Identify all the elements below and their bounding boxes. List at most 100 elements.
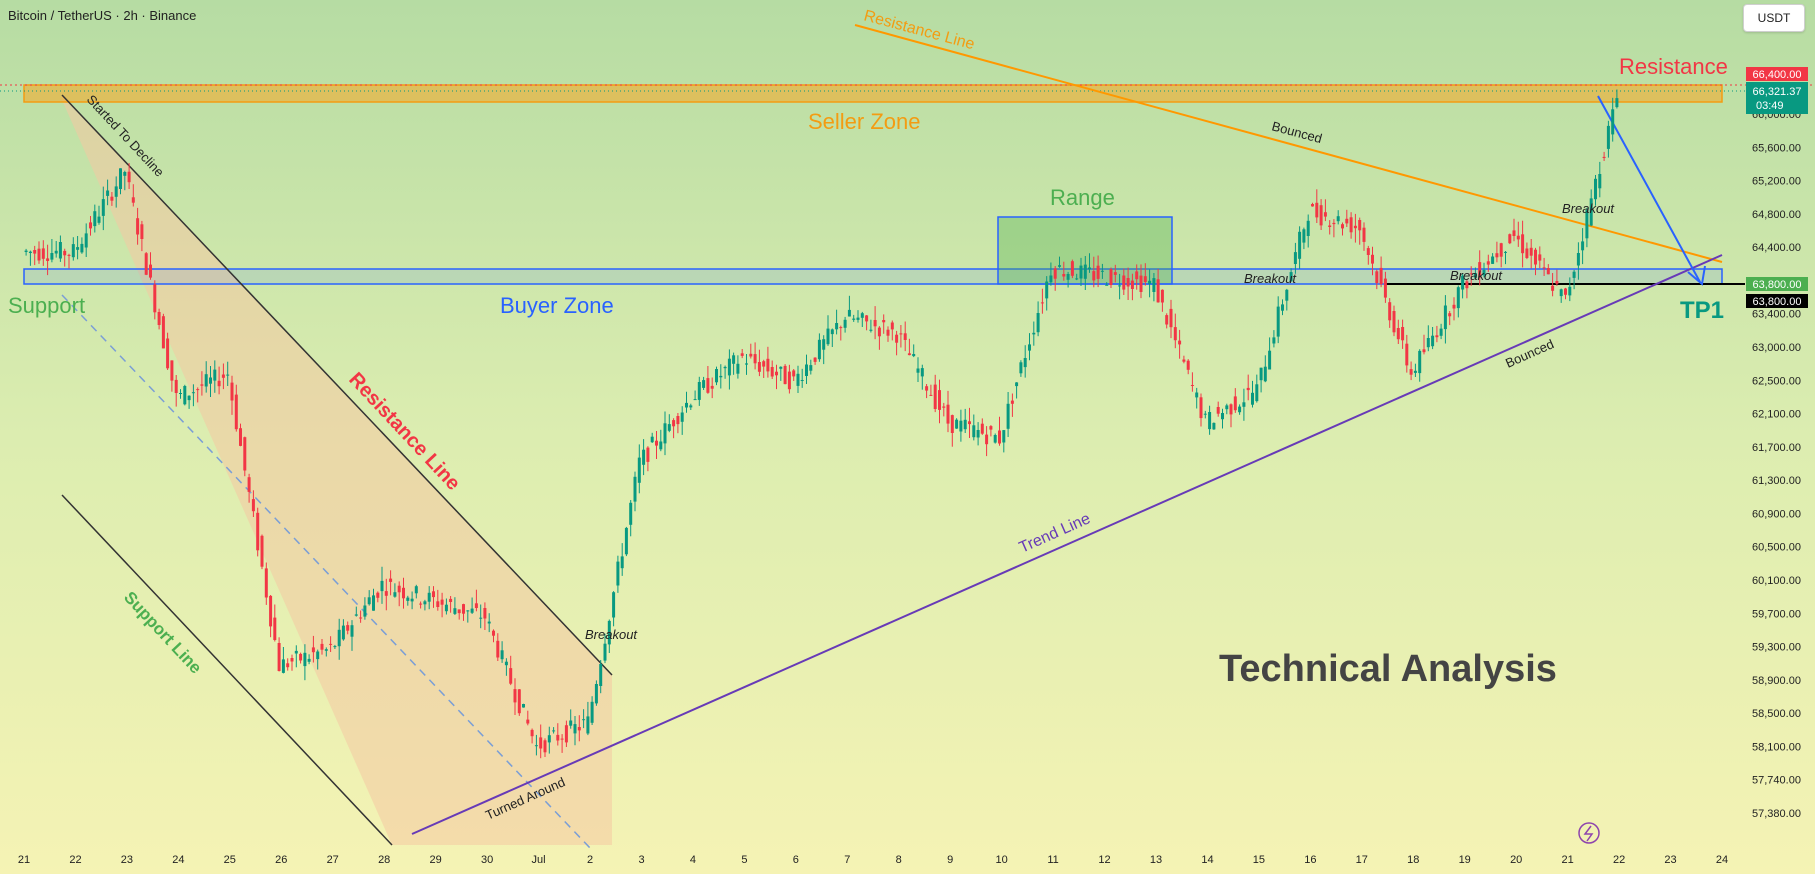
- candle-body: [1113, 272, 1117, 275]
- price-tick-label: 65,200.00: [1752, 176, 1801, 188]
- candle-body: [1336, 216, 1340, 222]
- candle-body: [933, 384, 937, 409]
- candle-body: [67, 254, 71, 256]
- breakout-label-2: Breakout: [1244, 271, 1297, 286]
- lightning-icon[interactable]: [1578, 822, 1600, 844]
- channel-mid-line: [61, 294, 591, 849]
- price-tick-label: 58,500.00: [1752, 708, 1801, 720]
- tp1-price-label: 63,800.00: [1753, 296, 1802, 308]
- candle-body: [843, 319, 847, 328]
- candle-body: [522, 704, 525, 708]
- candle-body: [710, 385, 714, 389]
- price-tick-label: 61,700.00: [1752, 442, 1801, 454]
- candle-body: [290, 658, 294, 662]
- candle-body: [217, 380, 221, 387]
- candle-body: [925, 386, 929, 391]
- candle-body: [616, 561, 620, 586]
- candle-body: [63, 250, 67, 256]
- buyer-zone-box[interactable]: [23, 268, 1723, 285]
- candle-body: [869, 329, 873, 331]
- candle-body: [286, 663, 290, 668]
- candle-body: [1092, 271, 1096, 281]
- upper-resistance-line[interactable]: [854, 24, 1723, 263]
- candle-body: [1066, 274, 1070, 280]
- candle-body: [384, 591, 388, 596]
- candle-body: [466, 610, 470, 612]
- candle-body: [594, 684, 598, 704]
- time-tick-label: 3: [638, 854, 644, 866]
- candle-body: [985, 434, 989, 445]
- candle-body: [719, 375, 723, 378]
- candle-body: [440, 599, 444, 605]
- candle-body: [1178, 340, 1182, 345]
- candle-body: [204, 374, 208, 387]
- candle-body: [1542, 267, 1546, 269]
- candle-body: [972, 425, 976, 438]
- candle-body: [1585, 210, 1589, 239]
- candle-body: [1058, 265, 1061, 267]
- candle-body: [1448, 313, 1452, 317]
- time-tick-label: 7: [844, 854, 850, 866]
- candle-body: [136, 218, 140, 235]
- candle-body: [702, 380, 706, 388]
- price-tick-label: 57,380.00: [1752, 808, 1801, 820]
- candle-body: [534, 745, 538, 747]
- candle-body: [526, 719, 530, 724]
- candle-body: [363, 605, 367, 617]
- candle-body: [573, 724, 577, 734]
- time-tick-label: 22: [1613, 854, 1625, 866]
- candle-body: [106, 190, 110, 196]
- channel-resistance-line[interactable]: [61, 94, 613, 676]
- candle-body: [942, 406, 946, 408]
- candle-body: [938, 390, 941, 410]
- candle-body: [71, 244, 75, 258]
- seller-zone-box[interactable]: [23, 84, 1723, 103]
- candle-body: [950, 415, 954, 433]
- candle-body: [1208, 412, 1212, 430]
- candle-body: [123, 172, 127, 176]
- candle-body: [899, 333, 903, 335]
- symbol-title: Bitcoin / TetherUS · 2h · Binance: [8, 8, 197, 23]
- technical-analysis-watermark: Technical Analysis: [1219, 648, 1557, 690]
- candle-body: [1246, 387, 1250, 391]
- candle-body: [1298, 231, 1302, 259]
- breakout-label-1: Breakout: [585, 627, 638, 642]
- candle-body: [230, 382, 234, 401]
- candle-body: [1491, 256, 1495, 264]
- last-price-label: 66,321.37: [1753, 86, 1802, 98]
- candle-body: [1028, 344, 1031, 351]
- resistance-price-label: 66,400.00: [1753, 69, 1802, 81]
- target-arrow-head: [1687, 265, 1706, 286]
- trend-line[interactable]: [411, 254, 1723, 835]
- candle-body: [1190, 385, 1194, 386]
- time-tick-label: 22: [69, 854, 81, 866]
- time-axis[interactable]: 21 22 23 24 25 26 27 28 29 30 Jul 2 3 4 5 6 7 8 9 10 11 12 13 1…: [18, 854, 1728, 866]
- candle-body: [539, 737, 543, 749]
- time-tick-label: 21: [18, 854, 30, 866]
- candle-body: [787, 371, 791, 390]
- candle-body: [715, 369, 718, 383]
- candle-body: [93, 211, 97, 227]
- time-tick-label: 16: [1304, 854, 1316, 866]
- candle-body: [76, 247, 80, 250]
- candle-body: [1015, 382, 1019, 387]
- candle-body: [1272, 337, 1276, 344]
- candle-body: [830, 329, 834, 335]
- channel-support-line[interactable]: [61, 494, 393, 846]
- candle-body: [1315, 202, 1319, 218]
- candle-body: [1199, 397, 1203, 419]
- candle-body: [946, 404, 950, 424]
- candle-body: [912, 354, 916, 357]
- currency-button[interactable]: USDT: [1743, 4, 1805, 32]
- candle-body: [582, 719, 586, 721]
- candle-body: [479, 617, 483, 619]
- candle-body: [149, 264, 152, 278]
- candle-body: [1538, 254, 1542, 261]
- candle-body: [97, 216, 101, 223]
- candle-body: [487, 621, 491, 624]
- candle-body: [1383, 278, 1387, 298]
- time-tick-label: Jul: [531, 854, 545, 866]
- candle-body: [1233, 396, 1237, 411]
- candle-body: [1512, 230, 1516, 236]
